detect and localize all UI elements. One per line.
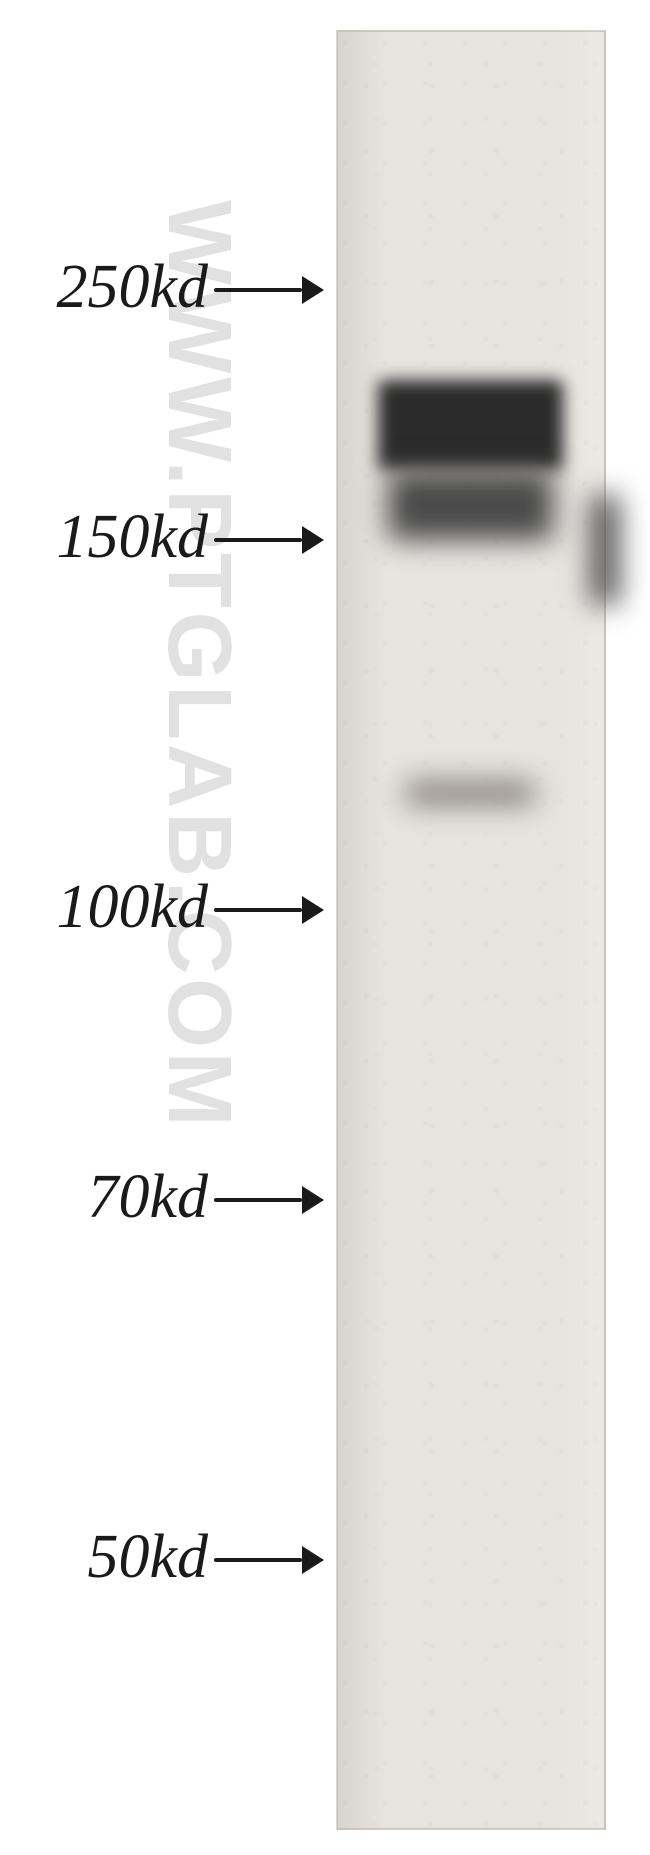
mw-marker-arrow <box>214 276 324 304</box>
mw-marker-label: 70kd <box>87 1162 208 1233</box>
blot-figure: WWW.PTGLAB.COM 250kd 150kd 100kd 70kd 50kd <box>0 0 650 1855</box>
watermark-text: WWW.PTGLAB.COM <box>147 200 250 1750</box>
mw-marker-arrow <box>214 1546 324 1574</box>
mw-marker-arrow <box>214 896 324 924</box>
mw-marker-label: 100kd <box>56 872 208 943</box>
gel-lane <box>336 30 606 1830</box>
mw-marker-arrow <box>214 526 324 554</box>
protein-band <box>590 495 620 605</box>
mw-marker-arrow <box>214 1186 324 1214</box>
mw-marker-label: 50kd <box>87 1522 208 1593</box>
mw-marker-label: 150kd <box>56 502 208 573</box>
lane-noise-texture <box>337 31 605 1829</box>
protein-band <box>405 780 535 806</box>
protein-band <box>378 380 563 470</box>
protein-band <box>388 470 553 540</box>
mw-marker-label: 250kd <box>56 252 208 323</box>
